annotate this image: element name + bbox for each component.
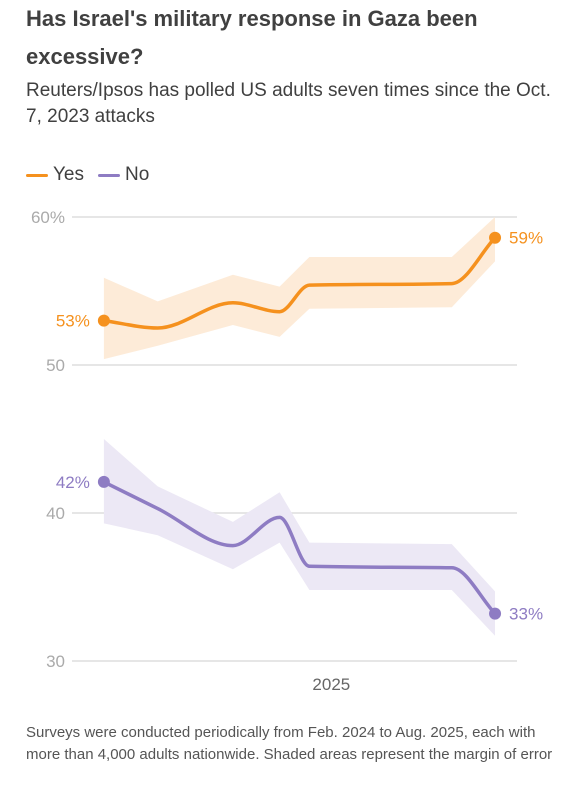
start-label-yes: 53% (56, 312, 90, 331)
chart-subtitle: Reuters/Ipsos has polled US adults seven… (26, 80, 551, 127)
legend-swatch-yes (26, 173, 48, 177)
legend-swatch-no (98, 173, 120, 177)
end-label-no: 33% (509, 605, 543, 624)
start-point-yes (97, 314, 110, 327)
y-tick-label: 40 (46, 504, 65, 523)
y-tick-label: 60% (31, 208, 65, 227)
x-tick-label: 2025 (312, 675, 350, 694)
margin-of-error-band-no (103, 439, 496, 636)
legend-label-no: No (125, 164, 150, 185)
series-line-yes (102, 235, 497, 330)
margin-of-error-band-yes (103, 217, 496, 360)
y-tick-label: 30 (46, 652, 65, 671)
legend-item-yes: Yes (26, 164, 84, 186)
chart-legend: Yes No (26, 162, 163, 188)
start-point-no (97, 475, 110, 488)
legend-item-no: No (98, 164, 149, 186)
end-point-yes (489, 231, 502, 244)
line-chart: 30 40 50 60% 2025 53% 59% 42% 33% (31, 208, 543, 694)
legend-label-yes: Yes (53, 164, 84, 185)
series-line-no (102, 480, 497, 616)
y-tick-label: 50 (46, 356, 65, 375)
end-point-no (489, 607, 502, 620)
chart-footnote: Surveys were conducted periodically from… (26, 724, 553, 763)
end-label-yes: 59% (509, 229, 543, 248)
start-label-no: 42% (56, 473, 90, 492)
chart-title: Has Israel's military response in Gaza b… (26, 6, 478, 69)
